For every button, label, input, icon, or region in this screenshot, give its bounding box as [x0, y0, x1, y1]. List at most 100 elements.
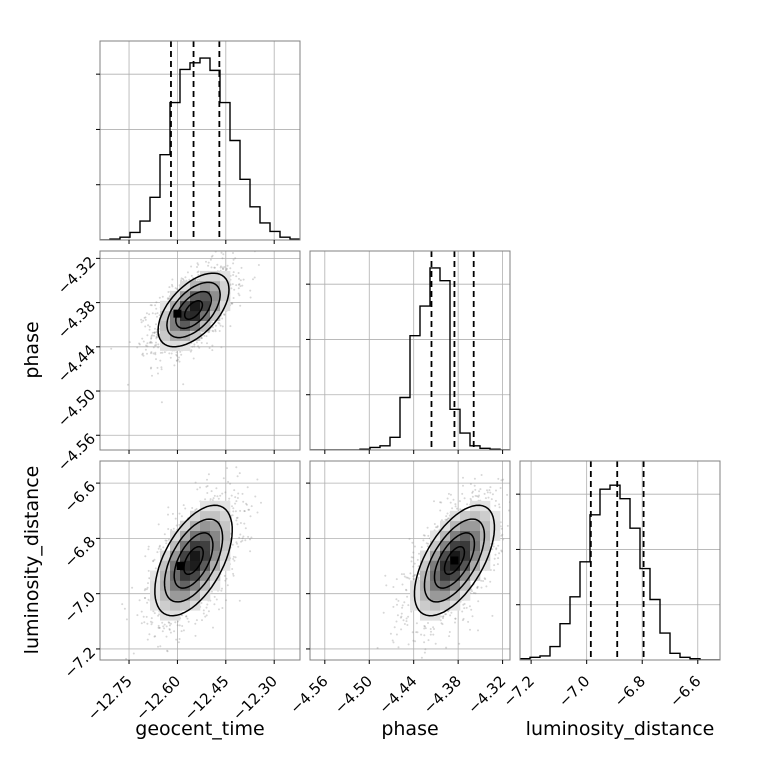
scatter-point [150, 617, 153, 620]
scatter-point [147, 582, 149, 585]
scatter-point [249, 289, 252, 292]
scatter-point [249, 296, 252, 299]
scatter-point [221, 325, 224, 328]
histogram-step [310, 267, 510, 450]
scatter-point [138, 342, 141, 345]
density-cell [170, 600, 181, 611]
scatter-point [161, 295, 164, 298]
scatter-point [426, 526, 429, 529]
scatter-point [395, 620, 398, 623]
scatter-point [486, 491, 489, 494]
scatter-point [190, 349, 193, 352]
density-cell [170, 320, 181, 331]
scatter-point [224, 491, 227, 494]
scatter-point [228, 497, 231, 500]
scatter-point [441, 623, 444, 626]
scatter-point [146, 601, 149, 604]
scatter-point [216, 263, 219, 266]
scatter-point [167, 291, 170, 293]
scatter-point [408, 577, 411, 580]
scatter-point [150, 304, 153, 307]
scatter-point [417, 565, 420, 568]
scatter-point [169, 631, 172, 634]
scatter-point [153, 331, 156, 334]
scatter-point [409, 572, 412, 575]
scatter-point [427, 534, 430, 537]
scatter-point [451, 507, 454, 510]
scatter-point [176, 359, 178, 362]
density-cell [470, 510, 481, 522]
scatter-point [147, 545, 150, 548]
scatter-point [180, 353, 183, 356]
histogram-step [100, 57, 300, 240]
scatter-point [414, 640, 417, 643]
scatter-point [232, 558, 235, 560]
scatter-point [161, 621, 164, 624]
scatter-point [403, 601, 406, 604]
scatter-point [184, 276, 187, 279]
scatter-point [168, 352, 171, 355]
density-cell [420, 590, 431, 601]
density-cell [180, 530, 191, 541]
scatter-point [461, 492, 464, 495]
scatter-point [423, 627, 426, 630]
scatter-point [236, 475, 239, 478]
scatter-point [165, 542, 168, 545]
scatter-point [195, 508, 198, 510]
density-cell [190, 300, 201, 312]
scatter-point [425, 542, 428, 545]
scatter-point [233, 559, 236, 562]
scatter-point [462, 476, 464, 479]
scatter-point [459, 508, 462, 511]
scatter-point [142, 319, 145, 322]
density-cell [170, 540, 181, 551]
scatter-point [207, 261, 210, 264]
scatter-point [436, 526, 439, 529]
scatter-point [150, 351, 153, 354]
scatter-point [159, 359, 162, 362]
density-cell [480, 520, 491, 531]
scatter-point [492, 545, 495, 548]
scatter-point [158, 613, 161, 616]
scatter-point [469, 628, 471, 631]
density-cell [450, 590, 461, 601]
scatter-point [236, 523, 239, 526]
scatter-point [232, 555, 235, 558]
scatter-point [430, 630, 432, 633]
scatter-point [246, 486, 249, 489]
scatter-point [161, 630, 164, 633]
scatter-point [498, 503, 501, 506]
scatter-point [403, 573, 405, 576]
scatter-point [142, 615, 145, 618]
density-cell [190, 520, 201, 531]
scatter-point [497, 477, 500, 480]
density-cell [450, 550, 461, 561]
scatter-point [205, 614, 208, 617]
scatter-point [194, 634, 197, 637]
density-cell [200, 560, 211, 571]
density-cell [220, 500, 231, 512]
scatter-point [132, 652, 135, 655]
density-cell [180, 290, 191, 302]
density-cell [440, 600, 451, 611]
scatter-point [173, 630, 176, 633]
density-cell [160, 320, 171, 331]
scatter-point [210, 490, 213, 493]
density-cell [480, 510, 491, 522]
scatter-point [493, 564, 496, 567]
density-cell [460, 580, 471, 591]
scatter-point [167, 538, 170, 541]
scatter-point [442, 615, 445, 618]
contour-line [423, 518, 486, 603]
scatter-point [435, 526, 437, 529]
scatter-point [400, 573, 403, 576]
scatter-point [136, 614, 139, 617]
panel-frame-hist-luminosity-distance [519, 460, 721, 661]
scatter-point [469, 483, 472, 485]
scatter-point [232, 258, 235, 261]
scatter-point [252, 278, 254, 281]
scatter-point [417, 578, 420, 581]
scatter-point [211, 254, 214, 257]
scatter-point [249, 538, 251, 541]
density-cell [440, 580, 451, 591]
